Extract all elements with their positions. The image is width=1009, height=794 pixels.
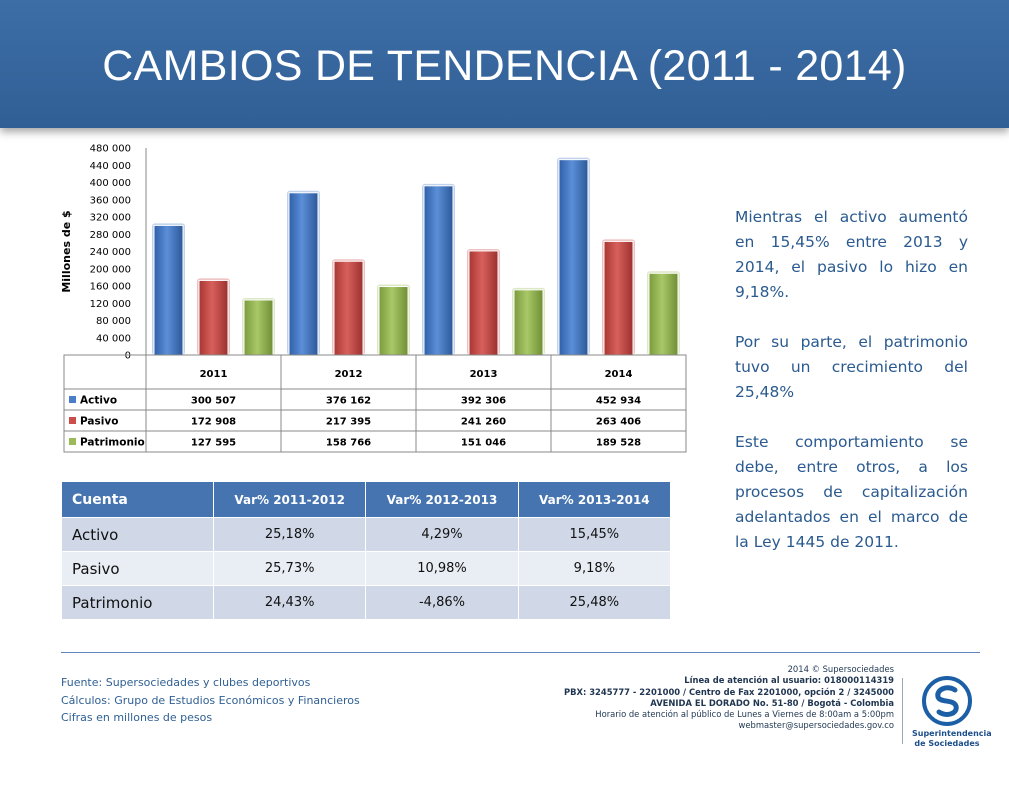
y-tick-label: 80 000 [96, 316, 131, 327]
bar-pasivo-2012 [333, 260, 364, 356]
table-cell: 4,29% [365, 517, 519, 552]
footer-divider [61, 652, 980, 653]
hotline-line: Línea de atención al usuario: 0180001143… [684, 675, 894, 686]
contact-separator [902, 678, 903, 744]
units-line: Cifras en millones de pesos [61, 711, 213, 724]
logo-emblem-icon [922, 676, 972, 726]
data-label: 263 406 [596, 417, 641, 428]
data-label: 452 934 [596, 396, 641, 407]
calculations-line: Cálculos: Grupo de Estudios Económicos y… [61, 693, 360, 707]
bar-activo-2012 [288, 192, 319, 356]
y-tick-label: 400 000 [90, 178, 131, 189]
row-label: Pasivo [61, 551, 214, 586]
y-axis-title: Millones de $ [60, 210, 73, 292]
bar-activo-2013 [423, 185, 454, 356]
table-cell: 25,48% [517, 585, 672, 620]
table-cell: 24,43% [212, 585, 367, 620]
data-label: 189 528 [596, 438, 641, 449]
bar-patrimonio-2014 [648, 272, 679, 356]
legend-swatch-activo [69, 396, 76, 403]
bar-pasivo-2014 [603, 240, 634, 356]
y-tick-label: 480 000 [90, 144, 131, 155]
bar-pasivo-2013 [468, 250, 499, 356]
data-label: 241 260 [461, 417, 506, 428]
bar-activo-2014 [558, 159, 589, 356]
table-header-row: Cuenta Var% 2011-2012 Var% 2012-2013 Var… [61, 481, 672, 518]
row-label: Patrimonio [61, 585, 214, 620]
variation-table: Cuenta Var% 2011-2012 Var% 2012-2013 Var… [61, 481, 672, 620]
table-row: Patrimonio 24,43% -4,86% 25,48% [61, 585, 672, 620]
y-tick-label: 40 000 [96, 333, 131, 344]
legend-swatch-patrimonio [69, 438, 76, 445]
bar-chart: 0 40 000 80 000 120 000 160 000 200 000 240 00… [60, 144, 687, 453]
x-tick-label: 2013 [470, 369, 498, 380]
logo-text-line-1: Superintendencia [912, 729, 992, 738]
table-cell: 9,18% [517, 551, 672, 586]
y-tick-label: 240 000 [90, 247, 131, 258]
y-tick-label: 120 000 [90, 299, 131, 310]
y-tick-label: 280 000 [90, 230, 131, 241]
data-label: 158 766 [326, 438, 371, 449]
x-tick-label: 2011 [200, 369, 228, 380]
y-tick-label: 360 000 [90, 195, 131, 206]
data-label: 392 306 [461, 396, 506, 407]
x-tick-label: 2012 [335, 369, 363, 380]
y-tick-label: 320 000 [90, 213, 131, 224]
bar-patrimonio-2011 [243, 299, 274, 356]
data-label: 172 908 [191, 417, 236, 428]
table-cell: 15,45% [517, 517, 672, 552]
address-line: AVENIDA EL DORADO No. 51-80 / Bogotá - C… [650, 697, 894, 708]
logo-text-line-2: de Sociedades [914, 739, 980, 748]
data-label: 376 162 [326, 396, 371, 407]
hours-line: Horario de atención al público de Lunes … [595, 709, 894, 720]
table-cell: 10,98% [365, 551, 519, 586]
header-cuenta: Cuenta [61, 481, 214, 518]
table-cell: -4,86% [365, 585, 519, 620]
legend-swatch-pasivo [69, 417, 76, 424]
y-tick-label: 0 [125, 351, 131, 362]
source-line: Fuente: Supersociedades y clubes deporti… [61, 676, 311, 689]
email-link[interactable]: webmaster@supersociedades.gov.co [738, 720, 894, 731]
table-cell: 25,73% [212, 551, 367, 586]
legend-label-pasivo: Pasivo [80, 416, 118, 428]
commentary-paragraph-3: Este comportamiento se debe, entre otros… [735, 433, 968, 551]
data-table-frame [63, 354, 687, 453]
slide-header: CAMBIOS DE TENDENCIA (2011 - 2014) [0, 0, 1009, 128]
bar-pasivo-2011 [198, 279, 229, 356]
data-label: 151 046 [461, 438, 506, 449]
phone-line: PBX: 3245777 - 2201000 / Centro de Fax 2… [563, 686, 894, 697]
slide-title: CAMBIOS DE TENDENCIA (2011 - 2014) [102, 42, 907, 90]
table-cell: 25,18% [212, 517, 367, 552]
contact-info: 2014 © Supersociedades Línea de atención… [474, 664, 894, 732]
bar-activo-2011 [153, 224, 184, 356]
bar-patrimonio-2012 [378, 286, 409, 356]
y-tick-label: 200 000 [90, 264, 131, 275]
legend-label-activo: Activo [80, 395, 117, 407]
legend-label-patrimonio: Patrimonio [80, 437, 145, 449]
data-label: 300 507 [191, 396, 236, 407]
bar-patrimonio-2013 [513, 289, 544, 356]
y-tick-label: 440 000 [90, 161, 131, 172]
table-row: Pasivo 25,73% 10,98% 9,18% [61, 551, 672, 586]
sources-note: Fuente: Supersociedades y clubes deporti… [61, 674, 360, 727]
header-var-2012-2013: Var% 2012-2013 [365, 481, 519, 518]
table-row: Activo 25,18% 4,29% 15,45% [61, 517, 672, 552]
commentary-paragraph-1: Mientras el activo aumentó en 15,45% ent… [735, 208, 968, 301]
header-var-2013-2014: Var% 2013-2014 [517, 481, 672, 518]
y-tick-label: 160 000 [90, 282, 131, 293]
commentary: Mientras el activo aumentó en 15,45% ent… [735, 205, 968, 580]
data-label: 127 595 [191, 438, 236, 449]
commentary-paragraph-2: Por su parte, el patrimonio tuvo un crec… [735, 333, 968, 401]
data-label: 217 395 [326, 417, 371, 428]
copyright-line: 2014 © Supersociedades [787, 664, 894, 674]
header-var-2011-2012: Var% 2011-2012 [212, 481, 367, 518]
x-tick-label: 2014 [605, 369, 633, 380]
row-label: Activo [61, 517, 214, 552]
